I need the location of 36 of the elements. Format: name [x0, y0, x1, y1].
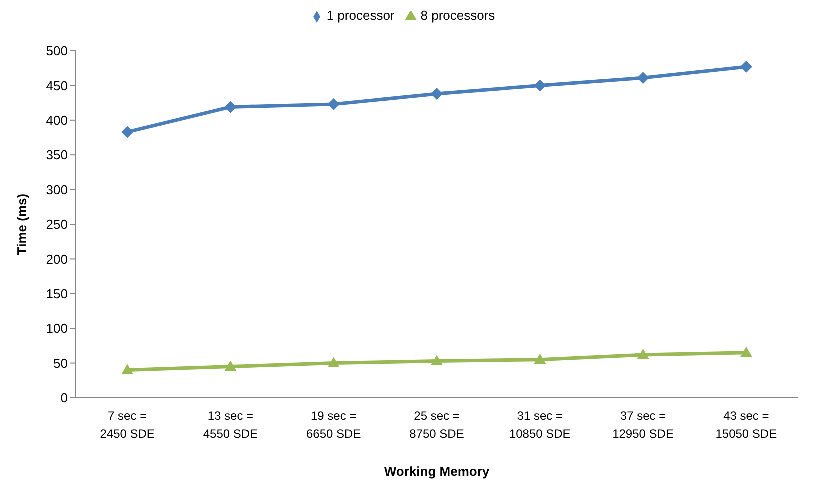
y-tick-label: 200	[46, 252, 68, 267]
x-axis-title: Working Memory	[384, 464, 490, 479]
y-tick-label: 100	[46, 321, 68, 336]
point	[122, 126, 134, 138]
y-axis-title: Time (ms)	[14, 194, 30, 256]
point	[431, 88, 443, 100]
y-tick-label: 150	[46, 286, 68, 302]
point	[740, 60, 752, 73]
point	[740, 346, 752, 358]
y-tick-label: 450	[46, 78, 68, 94]
point	[534, 354, 546, 364]
y-tick-label: 350	[46, 148, 68, 163]
x-tick-label: 13 sec = 4550 SDE	[203, 409, 258, 441]
x-tick-label: 37 sec = 12950 SDE	[612, 409, 674, 441]
x-tick-label: 19 sec = 6650 SDE	[306, 409, 362, 441]
x-tick-label: 43 sec = 15050 SDE	[716, 409, 778, 441]
y-tick-label: 400	[46, 113, 68, 128]
point	[328, 98, 340, 110]
x-tick-label: 7 sec = 2450 SDE	[100, 409, 155, 441]
point	[431, 355, 443, 366]
point	[637, 72, 650, 84]
y-tick-label: 50	[54, 356, 68, 371]
point	[224, 101, 237, 114]
point	[534, 80, 546, 92]
y-tick-label: 0	[60, 390, 68, 406]
point	[224, 360, 237, 371]
point	[637, 348, 650, 360]
y-tick-label: 250	[46, 217, 68, 232]
point	[122, 364, 134, 374]
point	[328, 357, 340, 368]
legend-label: 1 processor	[326, 8, 395, 23]
y-tick-label: 500	[46, 44, 68, 59]
y-tick-label: 300	[46, 182, 68, 198]
x-tick-label: 25 sec = 8750 SDE	[410, 409, 464, 441]
x-tick-label: 31 sec = 10850 SDE	[509, 409, 571, 441]
legend-label: 8 processors	[420, 8, 496, 23]
